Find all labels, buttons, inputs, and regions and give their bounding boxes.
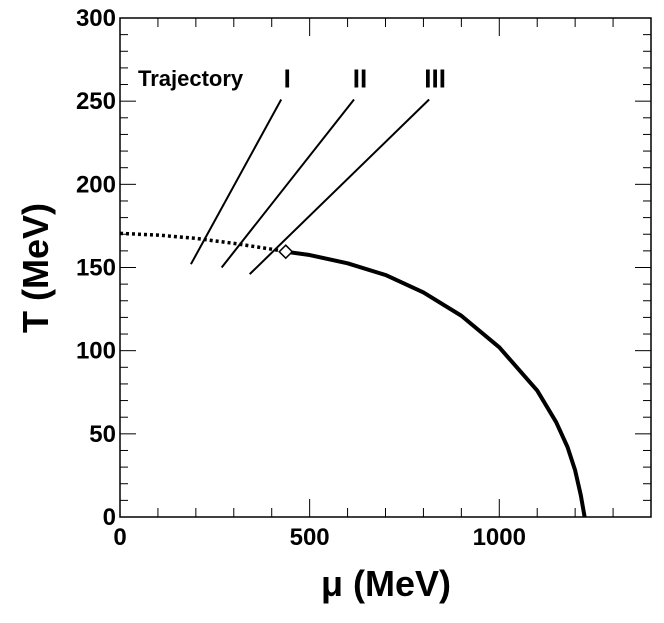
- trajectory-label-II: II: [353, 64, 367, 94]
- trajectory-layer: I II III: [190, 64, 446, 275]
- y-tick-label: 100: [76, 338, 116, 365]
- x-tick-labels: 0 500 1000: [113, 524, 526, 551]
- x-axis-title: μ (MeV): [321, 563, 451, 604]
- y-axis-title: T (MeV): [15, 203, 56, 333]
- trajectory-line-II: [220, 98, 355, 269]
- trajectory-label-III: III: [424, 64, 446, 94]
- x-tick-label: 1000: [473, 524, 526, 551]
- x-tick-label: 0: [113, 524, 126, 551]
- y-tick-label: 0: [103, 504, 116, 531]
- trajectory-line-I: [190, 99, 283, 265]
- y-tick-labels: 0 50 100 150 200 250 300: [76, 5, 116, 531]
- y-tick-label: 150: [76, 255, 116, 282]
- plot-frame: [119, 17, 652, 518]
- y-tick-label: 200: [76, 171, 116, 198]
- first-order-line: [285, 249, 587, 518]
- x-tick-label: 500: [290, 524, 330, 551]
- y-tick-label: 300: [76, 5, 116, 32]
- trajectory-line-III: [249, 98, 430, 275]
- y-tick-label: 50: [89, 421, 116, 448]
- series-layer: [119, 231, 587, 518]
- trajectory-label-I: I: [284, 64, 291, 94]
- trajectory-title: Trajectory: [138, 66, 244, 91]
- critical-point-marker: [278, 244, 294, 260]
- y-tick-label: 250: [76, 88, 116, 115]
- minor-ticks: [119, 17, 652, 518]
- crossover-line: [119, 231, 287, 254]
